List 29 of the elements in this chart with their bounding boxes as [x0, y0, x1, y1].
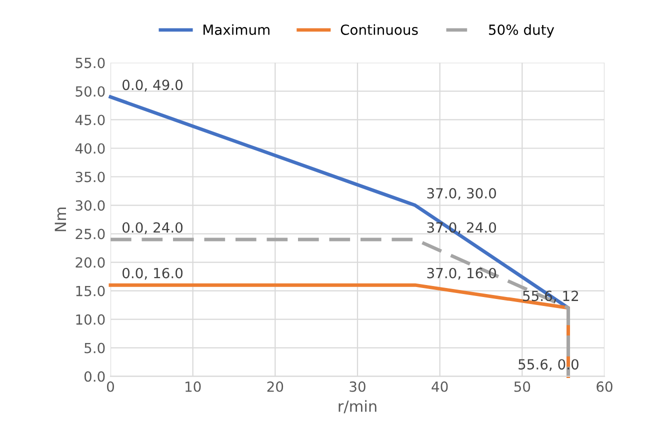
legend-label: 50% duty [489, 24, 554, 38]
legend-label: Continuous [340, 24, 418, 35]
y-tick-label: 20.0 [76, 257, 105, 268]
y-tick-label: 45.0 [75, 114, 105, 126]
y-tick-label: 40.0 [75, 143, 105, 154]
y-tick-label: 10.0 [76, 314, 105, 325]
data-label: 37.0, 16.0 [427, 268, 496, 280]
y-tick-label: 0.0 [84, 371, 105, 382]
x-tick-label: 40 [432, 381, 448, 392]
x-tick-label: 50 [514, 381, 530, 392]
x-tick-label: 10 [186, 381, 201, 392]
x-tick-label: 60 [596, 381, 612, 392]
legend-label: Maximum [204, 24, 270, 35]
data-label: 37.0, 30.0 [427, 188, 496, 200]
y-tick-label: 5.0 [84, 342, 105, 354]
data-label: 0.0, 16.0 [122, 268, 183, 280]
x-tick-label: 20 [267, 381, 284, 392]
x-axis-title: r/min [338, 400, 376, 414]
x-tick-label: 30 [350, 381, 366, 392]
data-label: 0.0, 49.0 [122, 80, 183, 92]
data-label: 0.0, 24.0 [122, 222, 183, 234]
y-tick-label: 50.0 [76, 86, 105, 97]
y-axis-title: Nm [54, 208, 66, 232]
y-tick-label: 15.0 [76, 286, 105, 296]
y-tick-label: 30.0 [76, 200, 105, 211]
y-tick-label: 55.0 [76, 58, 105, 68]
y-tick-label: 25.0 [76, 228, 105, 240]
y-tick-label: 35.0 [76, 172, 105, 182]
x-tick-label: 0 [106, 381, 114, 392]
